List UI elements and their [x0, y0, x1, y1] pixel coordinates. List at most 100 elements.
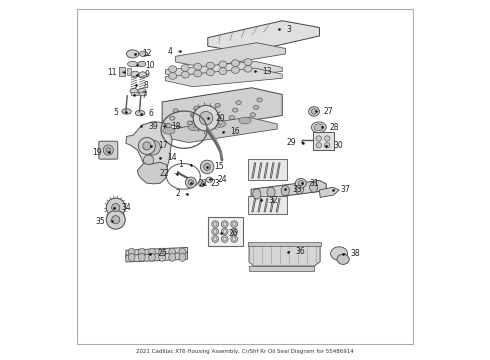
Ellipse shape [188, 124, 200, 131]
Bar [208, 217, 244, 246]
Ellipse shape [253, 189, 261, 199]
Ellipse shape [148, 248, 155, 256]
Ellipse shape [148, 253, 155, 261]
Ellipse shape [229, 116, 235, 120]
Ellipse shape [112, 203, 120, 212]
Text: 26: 26 [221, 229, 238, 238]
Polygon shape [252, 198, 256, 212]
Text: 32: 32 [261, 195, 278, 204]
Ellipse shape [106, 210, 125, 229]
Text: 12: 12 [135, 49, 152, 58]
Ellipse shape [130, 89, 138, 94]
Ellipse shape [206, 62, 214, 69]
Text: 23: 23 [203, 179, 220, 188]
Text: 11: 11 [107, 68, 124, 77]
Polygon shape [249, 245, 320, 266]
Text: 7: 7 [134, 91, 147, 100]
Ellipse shape [206, 69, 214, 76]
Ellipse shape [310, 182, 318, 192]
Bar [248, 159, 287, 180]
Ellipse shape [295, 179, 306, 188]
Ellipse shape [143, 142, 151, 150]
Polygon shape [208, 21, 319, 53]
Polygon shape [264, 163, 268, 178]
Ellipse shape [126, 50, 139, 58]
Ellipse shape [221, 221, 228, 228]
Ellipse shape [232, 237, 236, 241]
Polygon shape [162, 88, 282, 130]
Text: 15: 15 [207, 162, 224, 171]
Ellipse shape [140, 51, 147, 57]
Text: 39: 39 [141, 122, 158, 131]
Ellipse shape [244, 66, 252, 72]
Ellipse shape [106, 148, 111, 152]
Polygon shape [166, 68, 282, 87]
Ellipse shape [231, 221, 238, 228]
Text: 29: 29 [286, 138, 303, 147]
Ellipse shape [221, 235, 228, 242]
Bar [119, 67, 125, 76]
Ellipse shape [250, 113, 255, 117]
Text: 27: 27 [316, 107, 333, 116]
Ellipse shape [231, 67, 240, 73]
Text: 16: 16 [223, 127, 240, 136]
FancyBboxPatch shape [99, 141, 118, 159]
Ellipse shape [212, 221, 219, 228]
Ellipse shape [253, 105, 259, 109]
Polygon shape [249, 266, 315, 271]
Ellipse shape [206, 177, 213, 183]
Ellipse shape [185, 177, 196, 188]
Ellipse shape [187, 121, 193, 125]
Ellipse shape [122, 109, 131, 114]
Ellipse shape [337, 254, 349, 264]
Ellipse shape [163, 127, 175, 134]
Ellipse shape [281, 185, 289, 196]
Ellipse shape [169, 253, 175, 261]
Ellipse shape [214, 121, 226, 127]
Ellipse shape [214, 230, 217, 233]
Polygon shape [160, 117, 277, 143]
Ellipse shape [208, 118, 214, 122]
Ellipse shape [106, 198, 125, 217]
Ellipse shape [231, 228, 238, 235]
Ellipse shape [179, 253, 186, 261]
Ellipse shape [295, 184, 303, 194]
Ellipse shape [199, 112, 213, 125]
Bar [139, 92, 146, 95]
Ellipse shape [191, 113, 196, 117]
Ellipse shape [314, 124, 323, 131]
Ellipse shape [198, 181, 205, 187]
Text: 19: 19 [92, 148, 109, 157]
Ellipse shape [173, 109, 178, 113]
Ellipse shape [298, 180, 303, 186]
Ellipse shape [309, 107, 319, 116]
Ellipse shape [194, 106, 199, 110]
Text: 33: 33 [285, 185, 302, 194]
Ellipse shape [127, 61, 138, 67]
Polygon shape [126, 253, 188, 262]
Text: 28: 28 [322, 123, 339, 132]
Ellipse shape [144, 155, 154, 165]
Polygon shape [258, 163, 262, 178]
Bar [248, 242, 321, 246]
Ellipse shape [159, 248, 166, 256]
Ellipse shape [231, 60, 240, 67]
Ellipse shape [214, 222, 217, 226]
Polygon shape [126, 247, 188, 257]
Text: 8: 8 [136, 81, 148, 90]
Ellipse shape [138, 138, 155, 154]
Ellipse shape [112, 216, 120, 224]
Ellipse shape [159, 253, 166, 261]
Ellipse shape [232, 230, 236, 233]
Ellipse shape [138, 61, 146, 67]
Ellipse shape [212, 235, 219, 242]
Bar [131, 92, 138, 95]
Polygon shape [319, 187, 339, 197]
Text: 4: 4 [168, 47, 180, 56]
Text: 3: 3 [279, 25, 291, 34]
Ellipse shape [231, 235, 238, 242]
Ellipse shape [166, 123, 172, 128]
Text: 20: 20 [208, 114, 225, 123]
Ellipse shape [223, 230, 226, 233]
Polygon shape [251, 180, 326, 199]
